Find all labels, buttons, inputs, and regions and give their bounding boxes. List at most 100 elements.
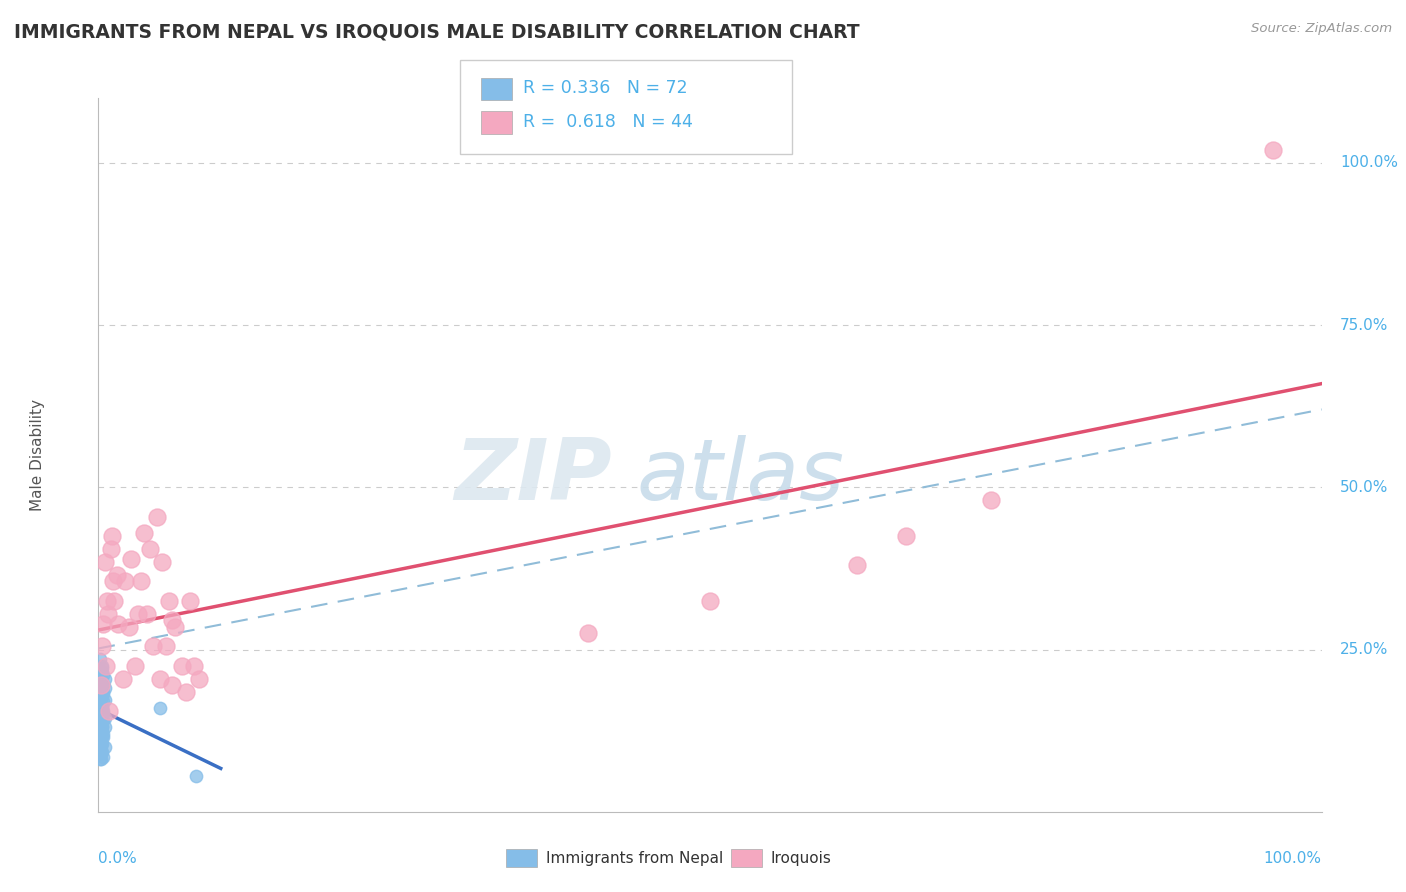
Point xyxy=(91,730,114,744)
Point xyxy=(89,711,111,725)
Point xyxy=(90,681,112,696)
Point xyxy=(93,672,115,686)
Point xyxy=(91,678,114,692)
Point xyxy=(90,719,112,733)
Point xyxy=(90,691,112,706)
Point xyxy=(89,733,111,747)
Point xyxy=(179,594,201,608)
Point xyxy=(170,658,193,673)
Point xyxy=(89,672,111,686)
Point xyxy=(97,607,120,621)
Point xyxy=(103,594,125,608)
Text: Source: ZipAtlas.com: Source: ZipAtlas.com xyxy=(1251,22,1392,36)
Point xyxy=(91,745,114,759)
Point xyxy=(89,652,111,666)
Point xyxy=(90,725,112,739)
Point xyxy=(91,704,114,718)
Point xyxy=(160,678,183,692)
Point xyxy=(91,727,114,741)
Point xyxy=(91,687,114,701)
Point xyxy=(186,769,208,783)
Text: ZIP: ZIP xyxy=(454,434,612,518)
Point xyxy=(149,701,172,715)
Point xyxy=(94,658,117,673)
Text: 100.0%: 100.0% xyxy=(1264,851,1322,865)
Point xyxy=(91,711,114,725)
Point xyxy=(89,732,111,747)
Point xyxy=(89,704,111,718)
Point xyxy=(90,751,112,765)
Point xyxy=(90,745,112,759)
Point xyxy=(845,558,868,573)
Point xyxy=(89,717,111,731)
Point xyxy=(91,749,114,764)
Point xyxy=(91,698,114,712)
Point xyxy=(89,673,111,688)
Point xyxy=(91,706,114,720)
Point xyxy=(91,661,114,675)
Point xyxy=(101,574,124,589)
Text: 25.0%: 25.0% xyxy=(1340,642,1388,657)
Point xyxy=(157,594,180,608)
Point xyxy=(89,687,111,701)
Point xyxy=(89,672,111,686)
Point xyxy=(91,640,114,654)
Point xyxy=(91,694,114,708)
Point xyxy=(149,672,172,686)
Point xyxy=(90,711,112,725)
Point xyxy=(91,616,114,631)
Text: Male Disability: Male Disability xyxy=(30,399,45,511)
Point xyxy=(91,720,114,734)
Point xyxy=(576,626,599,640)
Point xyxy=(150,555,173,569)
Point xyxy=(91,658,114,673)
Point xyxy=(93,555,115,569)
Text: R = 0.336   N = 72: R = 0.336 N = 72 xyxy=(523,79,688,97)
Point xyxy=(89,662,111,676)
Point xyxy=(96,594,118,608)
Point xyxy=(136,607,159,621)
Point xyxy=(89,723,111,738)
Point xyxy=(98,704,121,718)
Point xyxy=(90,699,112,714)
Point xyxy=(89,751,111,765)
Text: 50.0%: 50.0% xyxy=(1340,480,1388,495)
Point xyxy=(91,668,114,682)
Point xyxy=(91,723,114,738)
Text: atlas: atlas xyxy=(637,434,845,518)
Point xyxy=(183,658,205,673)
Point xyxy=(699,594,721,608)
Point xyxy=(124,658,146,673)
Point xyxy=(980,493,1002,508)
Point xyxy=(91,665,114,680)
Point xyxy=(90,723,112,738)
Point xyxy=(111,672,134,686)
Point xyxy=(127,607,149,621)
Point xyxy=(139,541,162,556)
Point xyxy=(89,665,111,680)
Text: IMMIGRANTS FROM NEPAL VS IROQUOIS MALE DISABILITY CORRELATION CHART: IMMIGRANTS FROM NEPAL VS IROQUOIS MALE D… xyxy=(14,22,859,41)
Point xyxy=(90,720,112,734)
Point xyxy=(118,620,141,634)
Point xyxy=(120,551,142,566)
Point xyxy=(160,613,183,627)
Point xyxy=(146,509,169,524)
Point xyxy=(100,541,122,556)
Point xyxy=(165,620,187,634)
Point xyxy=(176,684,198,698)
Point xyxy=(90,737,112,751)
Point xyxy=(91,737,114,751)
Point xyxy=(91,699,114,714)
Point xyxy=(187,672,209,686)
Point xyxy=(142,640,165,654)
Point xyxy=(132,525,155,540)
Point xyxy=(91,678,114,692)
Point xyxy=(90,684,112,698)
Point xyxy=(89,737,111,751)
Point xyxy=(90,698,112,712)
Point xyxy=(101,529,124,543)
Point xyxy=(894,529,917,543)
Point xyxy=(90,678,112,692)
Point xyxy=(155,640,177,654)
Point xyxy=(91,699,114,714)
